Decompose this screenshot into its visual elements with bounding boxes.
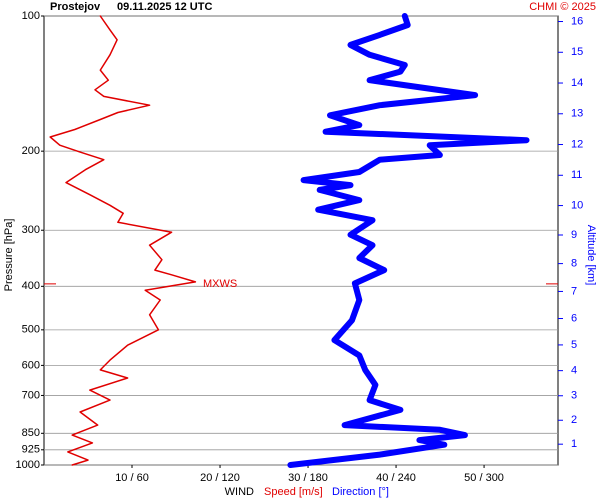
y-tick-label: 200	[22, 145, 40, 157]
profile-line	[287, 13, 530, 468]
chart-subtitle: 09.11.2025 12 UTC	[117, 1, 212, 13]
y2-tick-label: 15	[571, 46, 583, 58]
y2-tick-label: 14	[571, 77, 583, 89]
y-tick-label: 600	[22, 359, 40, 371]
y-axis-label: Pressure [hPa]	[3, 219, 15, 292]
legend-speed: Speed [m/s]	[264, 486, 323, 498]
x-tick-label: 40 / 240	[376, 472, 416, 484]
plot-frame	[43, 15, 559, 466]
y2-tick-label: 2	[571, 414, 577, 426]
y2-tick-label: 4	[571, 365, 577, 377]
y2-tick-label: 12	[571, 138, 583, 150]
y2-tick-label: 11	[571, 169, 582, 181]
credit: CHMI © 2025	[529, 1, 596, 13]
mxws-label: MXWS	[203, 278, 237, 290]
y-tick-label: 700	[22, 389, 40, 401]
x-tick-label: 50 / 300	[464, 472, 504, 484]
legend-direction: Direction [°]	[332, 486, 389, 498]
y-tick-label: 1000	[16, 459, 40, 471]
y-tick-label: 300	[22, 224, 40, 236]
profile-line	[49, 15, 197, 466]
y-tick-label: 100	[22, 10, 40, 22]
x-tick-label: 20 / 120	[200, 472, 240, 484]
chart-title: Prostejov	[50, 1, 101, 13]
y2-tick-label: 3	[571, 390, 577, 402]
y-tick-label: 850	[22, 427, 40, 439]
y-tick-label: 500	[22, 324, 40, 336]
y2-tick-label: 5	[571, 339, 577, 351]
y-tick-label: 925	[22, 444, 40, 456]
y2-tick-label: 1	[571, 438, 577, 450]
y2-tick-label: 6	[571, 312, 577, 324]
x-tick-label: 30 / 180	[288, 472, 328, 484]
x-tick-label: 10 / 60	[115, 472, 149, 484]
y2-tick-label: 13	[571, 108, 583, 120]
y2-tick-label: 16	[571, 15, 583, 27]
y2-tick-label: 10	[571, 199, 583, 211]
y2-tick-label: 8	[571, 258, 577, 270]
y2-tick-label: 7	[571, 285, 577, 297]
y2-tick-label: 9	[571, 229, 577, 241]
y2-axis-label: Altitude [km]	[585, 225, 597, 286]
y-tick-label: 400	[22, 280, 40, 292]
x-axis-label: WIND	[225, 486, 254, 498]
